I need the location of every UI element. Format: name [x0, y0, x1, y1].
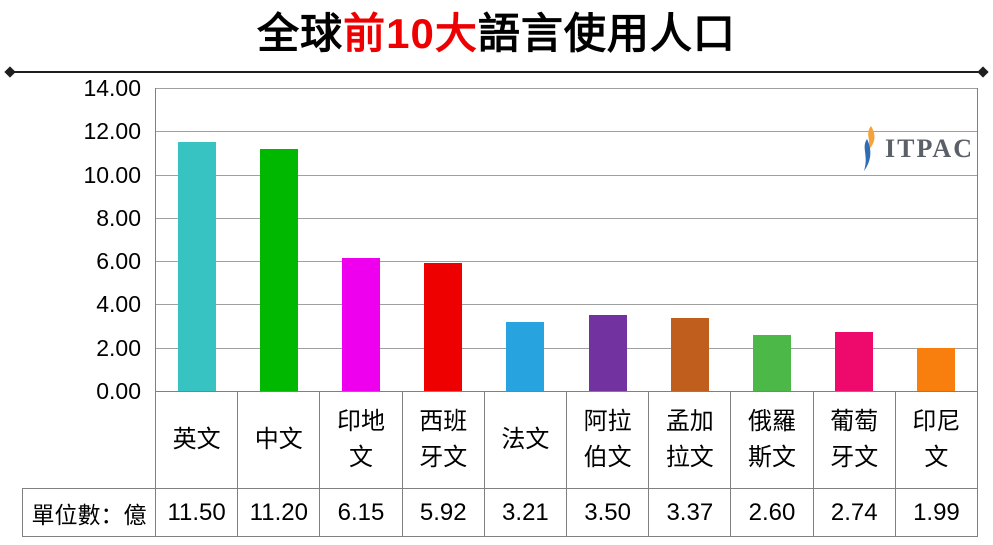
category-label-line: 法文 — [501, 426, 550, 453]
value-cell-英文: 11.50 — [167, 498, 226, 526]
gridline-14 — [156, 88, 977, 89]
y-tick-label-2.00: 2.00 — [96, 334, 141, 361]
category-label-line: 孟加 — [665, 408, 714, 435]
bar-西班牙文 — [424, 262, 463, 391]
bar-印尼文 — [916, 347, 955, 391]
value-cell-俄羅斯文: 2.60 — [730, 489, 812, 536]
category-cell-孟加拉文: 孟加 拉文 — [648, 392, 730, 488]
category-cell-英文: 英文 — [156, 392, 237, 488]
category-label-line: 俄羅 — [748, 408, 797, 435]
value-cell-西班牙文: 5.92 — [401, 489, 484, 536]
bar-阿拉伯文 — [588, 315, 627, 391]
category-cell-法文: 法文 — [483, 392, 566, 488]
value-cell-印地文: 6.15 — [319, 489, 401, 536]
category-label-line: 印尼 — [912, 408, 961, 435]
category-label-line: 中文 — [254, 426, 303, 453]
category-label-line: 西班 — [419, 408, 468, 435]
title-segment-3: 語言使用人口 — [477, 10, 736, 57]
category-label-line: 印地 — [337, 408, 385, 435]
bar-法文 — [506, 321, 545, 391]
value-cell-印尼文: 1.99 — [894, 489, 977, 536]
y-tick-label-14.00: 14.00 — [83, 75, 141, 101]
category-label-line: 牙文 — [830, 444, 879, 471]
plot-area: ITPAC — [155, 88, 978, 392]
bar-中文 — [260, 148, 299, 391]
y-axis: 0.00 2.00 4.00 6.00 8.00 10.00 12.00 14.00 — [0, 75, 147, 404]
category-label-line: 拉文 — [665, 444, 714, 471]
title-segment-2-red: 前10大 — [343, 10, 478, 57]
divider-line — [4, 66, 989, 78]
category-header-row: 英文 中文 印地文西班 牙文 法文 阿拉 伯文 孟加 拉文 俄羅 斯文 葡萄 牙文 印尼文 — [155, 392, 978, 488]
category-label-line: 葡萄 — [830, 408, 879, 435]
diamond-end-right-icon — [977, 66, 989, 78]
y-tick-label-12.00: 12.00 — [83, 118, 141, 145]
category-label-line: 伯文 — [583, 444, 632, 471]
category-label-line: 文 — [924, 444, 949, 471]
category-cell-中文: 中文 — [237, 392, 319, 488]
category-cell-葡萄牙文: 葡萄 牙文 — [812, 392, 895, 488]
value-cell-法文: 3.21 — [483, 489, 566, 536]
gridline-6 — [156, 261, 977, 263]
flame-icon — [864, 126, 875, 171]
page-title: 全球前10大語言使用人口 — [0, 6, 993, 62]
gridline-12 — [156, 131, 977, 133]
bar-印地文 — [342, 257, 381, 391]
category-label-line: 斯文 — [748, 444, 797, 471]
y-tick-label-8.00: 8.00 — [96, 204, 141, 231]
category-cell-俄羅斯文: 俄羅 斯文 — [730, 392, 812, 488]
category-cell-印尼文: 印尼文 — [894, 392, 977, 488]
logo-text: ITPAC — [885, 134, 974, 163]
y-tick-label-4.00: 4.00 — [96, 291, 141, 318]
category-cell-印地文: 印地文 — [319, 392, 401, 488]
category-label-line: 阿拉 — [583, 408, 632, 435]
y-tick-label-10.00: 10.00 — [83, 161, 141, 188]
gridline-2 — [156, 347, 977, 349]
value-cell-中文: 11.20 — [237, 489, 319, 536]
value-cell-阿拉伯文: 3.50 — [566, 489, 648, 536]
gridline-10 — [156, 174, 977, 176]
y-tick-label-6.00: 6.00 — [96, 248, 141, 275]
unit-label-cell: 單位數：億 — [22, 488, 155, 537]
category-cell-西班牙文: 西班 牙文 — [401, 392, 484, 488]
bar-英文 — [178, 142, 217, 391]
category-label-line: 英文 — [172, 426, 221, 453]
itpac-logo: ITPAC — [858, 126, 974, 172]
bar-葡萄牙文 — [834, 331, 873, 391]
y-tick-label-0.00: 0.00 — [96, 378, 141, 404]
gridline-8 — [156, 217, 977, 219]
category-cell-阿拉伯文: 阿拉 伯文 — [566, 392, 648, 488]
value-cell-葡萄牙文: 2.74 — [812, 489, 895, 536]
bar-俄羅斯文 — [752, 334, 791, 391]
title-segment-1: 全球 — [257, 10, 344, 57]
value-row: 11.50 11.20 6.15 5.92 3.21 3.50 3.37 2.60 2.74 1.… — [155, 488, 978, 537]
category-label-line: 牙文 — [419, 444, 468, 471]
divider-rule — [14, 71, 979, 73]
gridline-4 — [156, 304, 977, 306]
bar-孟加拉文 — [670, 318, 709, 391]
category-label-line: 文 — [349, 444, 373, 471]
value-cell-孟加拉文: 3.37 — [648, 489, 730, 536]
